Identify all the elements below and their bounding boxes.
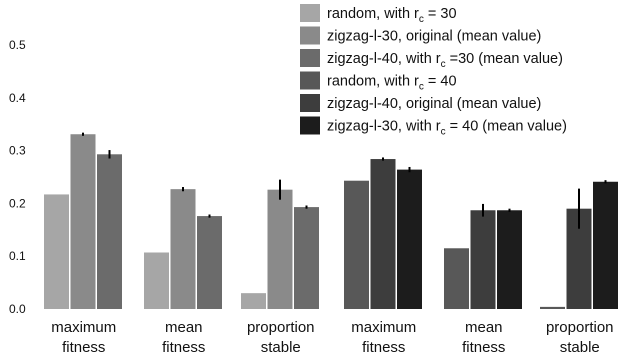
legend-label-text: = 30	[424, 6, 457, 22]
legend-label: zigzag-l-30, with rc = 40 (mean value)	[327, 119, 567, 138]
y-tick-label: 0.3	[9, 144, 26, 158]
x-tick-label: fitness	[462, 339, 505, 356]
legend-label-text: zigzag-l-40, original (mean value)	[327, 96, 541, 112]
legend-swatch	[300, 26, 320, 45]
x-tick-label: stable	[261, 339, 301, 356]
x-tick-label: fitness	[362, 339, 405, 356]
bar	[70, 134, 96, 309]
legend-label-text: zigzag-l-40, with r	[327, 51, 441, 67]
legend-label-subscript: c	[441, 127, 446, 138]
legend-label-text: =30 (mean value)	[446, 51, 563, 67]
x-tick-label: stable	[560, 339, 600, 356]
legend-label: zigzag-l-30, original (mean value)	[327, 29, 541, 45]
bar	[444, 248, 469, 309]
y-tick-label: 0.0	[9, 302, 26, 316]
bar	[370, 159, 396, 309]
legend-swatch	[300, 94, 320, 112]
bar	[397, 169, 422, 309]
y-tick-label: 0.5	[9, 38, 26, 52]
bar	[540, 306, 565, 309]
bar	[470, 210, 496, 309]
bar	[241, 293, 266, 309]
bar	[170, 189, 196, 309]
x-tick-label: fitness	[62, 339, 105, 356]
legend-label: random, with rc = 30	[327, 6, 457, 25]
legend-label-text: random, with r	[327, 6, 419, 22]
bar	[344, 180, 369, 309]
y-tick-label: 0.2	[9, 196, 26, 210]
legend-label: random, with rc = 40	[327, 74, 457, 93]
bar	[144, 252, 169, 309]
bar	[44, 194, 69, 309]
bar	[97, 154, 122, 309]
y-tick-label: 0.4	[9, 91, 26, 105]
x-axis-labels: maximum fitness mean fitness proportion stabl…	[51, 319, 613, 356]
legend-label-text: zigzag-l-30, original (mean value)	[327, 29, 541, 45]
legend-swatch	[300, 4, 320, 22]
x-tick-label: maximum	[51, 319, 116, 336]
x-tick-label: proportion	[247, 319, 315, 336]
y-tick-label: 0.1	[9, 249, 26, 263]
x-tick-label: maximum	[351, 319, 416, 336]
x-tick-label: mean	[465, 319, 503, 336]
legend-swatch	[300, 71, 320, 90]
bar	[497, 210, 522, 309]
bar	[593, 181, 618, 309]
legend-label: zigzag-l-40, original (mean value)	[327, 96, 541, 112]
x-tick-label: proportion	[546, 319, 614, 336]
legend-label-subscript: c	[441, 59, 446, 70]
bar	[197, 216, 222, 309]
legend-swatch	[300, 49, 320, 67]
bar	[294, 207, 319, 309]
legend-label-subscript: c	[419, 14, 424, 25]
y-axis: 0.0 0.1 0.2 0.3 0.4 0.5	[9, 38, 26, 316]
x-tick-label: mean	[165, 319, 203, 336]
legend-label-text: = 40	[424, 74, 457, 90]
x-tick-label: fitness	[162, 339, 205, 356]
legend-swatch	[300, 116, 320, 135]
bars	[44, 132, 618, 309]
legend-label-subscript: c	[419, 82, 424, 93]
legend-label-text: = 40 (mean value)	[446, 119, 567, 135]
legend-label-text: zigzag-l-30, with r	[327, 119, 441, 135]
legend-label: zigzag-l-40, with rc =30 (mean value)	[327, 51, 563, 70]
bar	[267, 189, 293, 309]
legend-label-text: random, with r	[327, 74, 419, 90]
